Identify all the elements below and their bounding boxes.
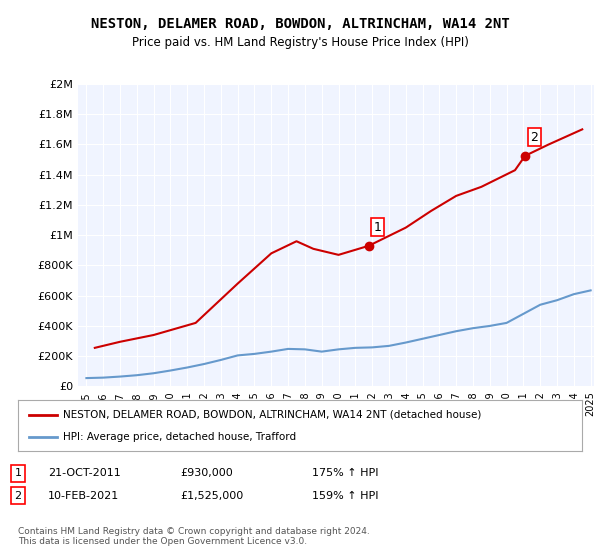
Text: Price paid vs. HM Land Registry's House Price Index (HPI): Price paid vs. HM Land Registry's House … [131,36,469,49]
Text: £930,000: £930,000 [180,468,233,478]
Text: £1,525,000: £1,525,000 [180,491,243,501]
Text: 10-FEB-2021: 10-FEB-2021 [48,491,119,501]
Text: 2: 2 [14,491,22,501]
Text: 175% ↑ HPI: 175% ↑ HPI [312,468,379,478]
Text: 21-OCT-2011: 21-OCT-2011 [48,468,121,478]
Text: Contains HM Land Registry data © Crown copyright and database right 2024.
This d: Contains HM Land Registry data © Crown c… [18,526,370,546]
Text: 1: 1 [374,221,382,234]
Text: NESTON, DELAMER ROAD, BOWDON, ALTRINCHAM, WA14 2NT: NESTON, DELAMER ROAD, BOWDON, ALTRINCHAM… [91,17,509,31]
Text: HPI: Average price, detached house, Trafford: HPI: Average price, detached house, Traf… [63,432,296,442]
Text: 2: 2 [530,130,538,144]
Text: NESTON, DELAMER ROAD, BOWDON, ALTRINCHAM, WA14 2NT (detached house): NESTON, DELAMER ROAD, BOWDON, ALTRINCHAM… [63,409,481,419]
Text: 159% ↑ HPI: 159% ↑ HPI [312,491,379,501]
Text: 1: 1 [14,468,22,478]
